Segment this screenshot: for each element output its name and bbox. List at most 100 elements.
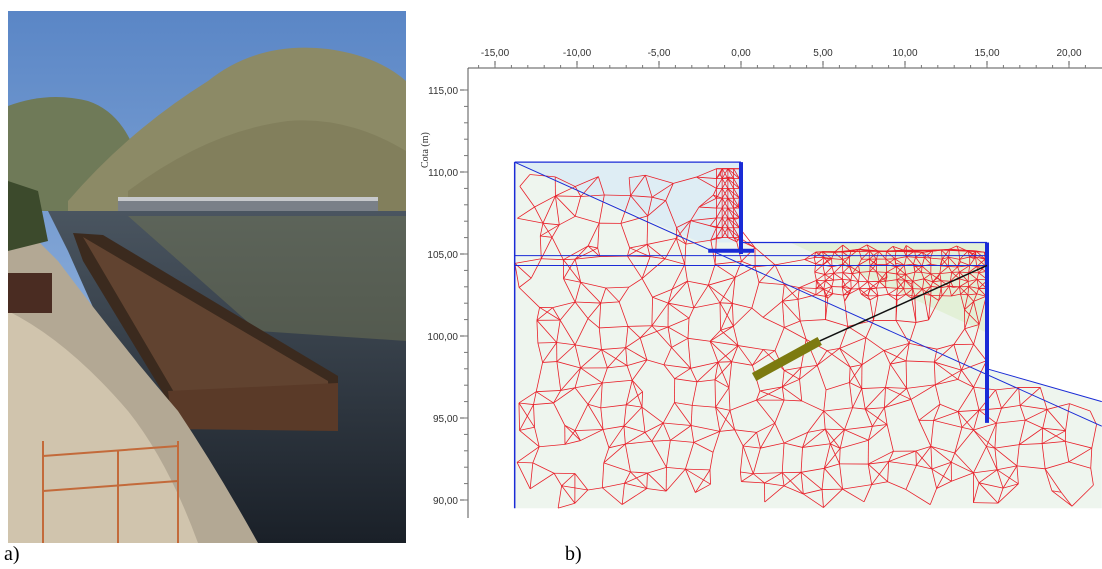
mesh-edge [529,462,534,489]
mesh-edge [529,472,555,490]
mesh-edge [941,285,950,288]
mesh-edge [930,257,943,260]
mesh-edge [1051,490,1073,507]
mesh-edge [714,379,730,389]
mesh-edge [534,195,556,208]
mesh-edge [1016,465,1046,470]
mesh-edge [641,406,664,424]
mesh-edge [535,362,543,392]
mesh-edge [816,365,827,391]
mesh-edge [973,446,987,474]
mesh-edge [716,188,723,199]
mesh-edge [849,288,860,295]
mesh-edge [604,194,631,196]
mesh-edge [903,288,907,295]
mesh-edge [871,481,888,485]
mesh-edge [839,429,845,449]
mesh-edge [535,391,554,404]
fem-mesh [514,168,1097,509]
mesh-edge [1065,440,1092,449]
mesh-edge [758,282,785,286]
mesh-edge [896,288,898,296]
mesh-edge [676,220,691,229]
mesh-edge [598,194,605,224]
mesh-edge [849,364,863,383]
mesh-edge [964,328,974,345]
mesh-edge [734,429,744,447]
mesh-edge [561,485,588,491]
mesh-edge [542,222,553,238]
mesh-edge [553,473,562,486]
mesh-edge [668,302,694,309]
mesh-edge [652,288,673,298]
mesh-edge [727,198,734,209]
mesh-edge [930,420,935,447]
mesh-edge [800,319,826,322]
mesh-edge [553,387,576,404]
mesh-edge [687,281,695,308]
mesh-edge [979,407,1002,411]
mesh-edge [815,288,824,296]
mesh-edge [897,279,906,289]
mesh-edge [555,176,576,187]
mesh-edge [763,349,775,351]
mesh-edge [727,178,740,189]
mesh-edge [721,227,729,238]
mesh-edge [959,256,970,260]
mesh-edge [729,399,757,411]
mesh-edge [587,487,603,491]
mesh-edge [623,426,626,445]
mesh-edge [948,266,953,273]
mesh-edge [994,447,1018,467]
mesh-edge [624,443,631,472]
mesh-edge [936,462,952,489]
mesh-edge [941,285,950,296]
anchor-grout-body [751,336,822,381]
mesh-edge [973,429,996,449]
mesh-edge [885,363,891,388]
mesh-edge [864,408,888,425]
mesh-edge [826,350,851,368]
mesh-edge [756,390,761,401]
mesh-edge [641,391,644,408]
mesh-edge [587,245,601,257]
mesh-edge [623,406,643,427]
mesh-edge [973,469,998,474]
mesh-edge [953,344,962,371]
mesh-edge [824,448,841,469]
mesh-edge [608,443,626,449]
mesh-edge [556,320,561,343]
mesh-edge [933,404,941,421]
mesh-edge [727,197,740,209]
mesh-edge [886,258,896,265]
mesh-edge [539,236,542,259]
mesh-edge [782,299,799,302]
mesh-edge [784,399,802,402]
mesh-edge [627,244,648,257]
mesh-edge [890,360,907,365]
mesh-edge [967,294,974,302]
mesh-edge [644,422,664,433]
mesh-edge [625,391,643,406]
mesh-edge [719,302,734,327]
mesh-edge [885,387,907,389]
mesh-edge [996,469,1004,489]
mesh-edge [754,266,760,283]
mesh-edge [957,379,974,388]
mesh-edge [625,347,628,366]
mesh-edge [883,350,891,365]
mesh-edge [630,195,653,198]
y-tick-label: 115,00 [428,86,458,97]
mesh-edge [709,340,732,362]
mesh-edge [553,390,562,404]
mesh-edge [833,244,844,253]
mesh-edge [961,369,974,388]
mesh-edge [664,258,685,265]
mesh-edge [885,272,887,282]
mesh-edge [839,463,843,490]
mesh-edge [774,264,785,285]
mesh-edge [957,411,974,431]
mesh-edge [603,462,631,473]
mesh-edge [864,387,886,410]
mesh-edge [930,445,955,454]
